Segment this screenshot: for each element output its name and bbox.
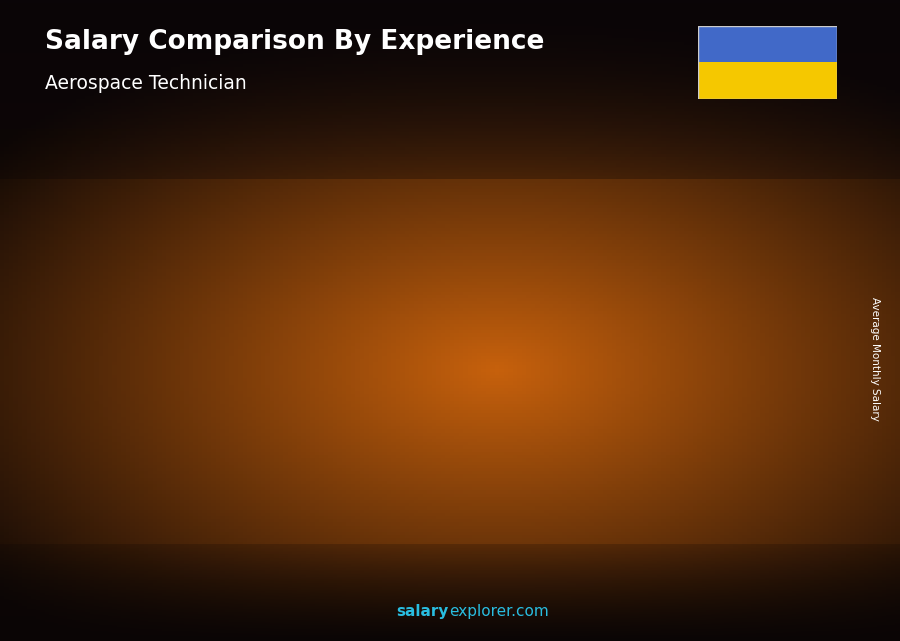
Text: 26,800 UAH: 26,800 UAH (384, 208, 462, 221)
Text: 12,700 UAH: 12,700 UAH (4, 371, 81, 384)
Bar (68, 419, 151, 577)
Text: 22,200 UAH: 22,200 UAH (255, 265, 333, 279)
Polygon shape (559, 207, 649, 212)
Text: +30%: +30% (274, 194, 327, 212)
Bar (436, 243, 441, 577)
Text: +21%: +21% (396, 138, 450, 156)
Text: 17,000 UAH: 17,000 UAH (142, 330, 220, 344)
Bar (436, 243, 520, 577)
Bar (559, 212, 564, 577)
Text: 2 to 5: 2 to 5 (209, 597, 256, 612)
Polygon shape (274, 365, 281, 577)
Bar (682, 194, 687, 577)
Bar (313, 301, 319, 577)
Bar (191, 365, 274, 577)
Bar (682, 194, 765, 577)
Text: Average Monthly Salary: Average Monthly Salary (869, 297, 880, 421)
Polygon shape (151, 419, 158, 577)
Polygon shape (643, 212, 649, 577)
Polygon shape (765, 194, 772, 577)
Bar (698, 62, 837, 99)
Bar (191, 365, 195, 577)
Polygon shape (68, 413, 158, 419)
Polygon shape (682, 188, 772, 194)
Polygon shape (191, 360, 281, 365)
Polygon shape (397, 301, 404, 577)
Polygon shape (436, 238, 526, 243)
Text: Aerospace Technician: Aerospace Technician (45, 74, 247, 93)
Text: +9%: +9% (525, 136, 567, 154)
Bar (559, 212, 643, 577)
Text: 10 to 15: 10 to 15 (444, 597, 512, 612)
Text: 5 to 10: 5 to 10 (326, 597, 384, 612)
Text: 29,300 UAH: 29,300 UAH (531, 177, 609, 190)
Text: +34%: +34% (150, 267, 204, 285)
Text: 15 to 20: 15 to 20 (567, 597, 635, 612)
Polygon shape (313, 296, 404, 301)
Text: < 2 Years: < 2 Years (71, 597, 148, 612)
Text: Salary Comparison By Experience: Salary Comparison By Experience (45, 29, 544, 55)
Text: explorer.com: explorer.com (449, 604, 549, 619)
Bar (68, 419, 73, 577)
Bar (698, 26, 837, 62)
Text: 20+ Years: 20+ Years (682, 597, 765, 612)
Text: 30,800 UAH: 30,800 UAH (722, 163, 799, 176)
Bar (313, 301, 397, 577)
Text: salary: salary (397, 604, 449, 619)
Polygon shape (520, 243, 526, 577)
Text: +5%: +5% (647, 137, 689, 155)
